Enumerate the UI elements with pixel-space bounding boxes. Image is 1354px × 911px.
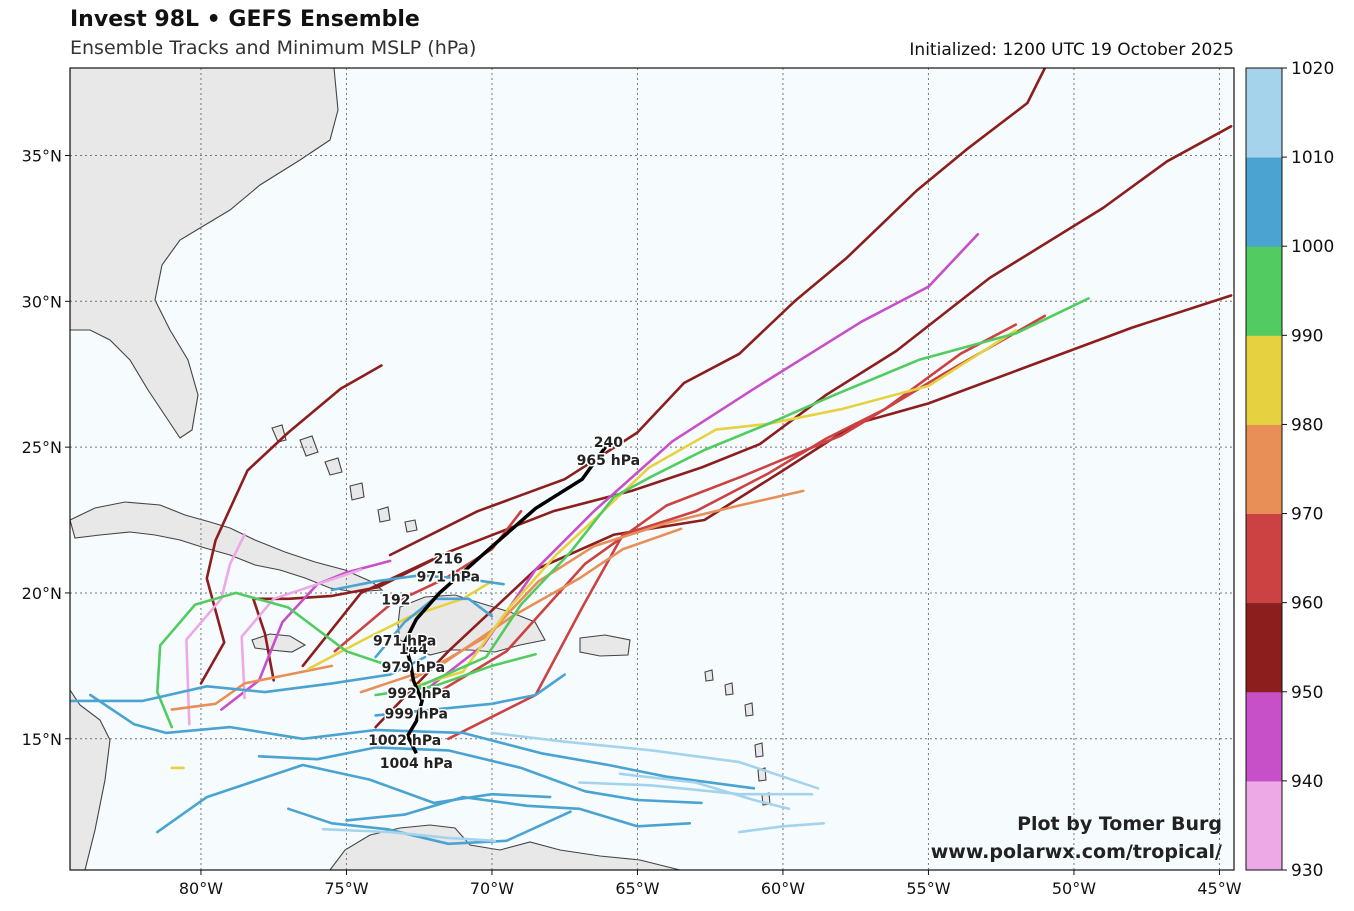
map-frame	[69, 67, 1235, 871]
ensemble-track-33	[321, 827, 497, 843]
mslp-label-4: 979 hPa	[382, 660, 445, 676]
lon-tick-label-6: 50°W	[1052, 879, 1096, 898]
ensemble-track-19	[374, 652, 537, 697]
track-labels: 1004 hPa 1002 hPa 999 hPa 992 hPa 144 979 hPa…	[367, 433, 642, 773]
colorbar-bin-930	[1246, 780, 1282, 871]
forecast-hour-label-8: 240	[594, 435, 623, 451]
ensemble-track-21	[70, 655, 427, 703]
lat-tick-label-1: 20°N	[22, 584, 62, 603]
colorbar-bin-950	[1246, 602, 1282, 693]
map-subtitle: Ensemble Tracks and Minimum MSLP (hPa)	[70, 37, 477, 59]
mslp-label-3: 992 hPa	[387, 686, 450, 702]
ensemble-track-4	[252, 550, 450, 682]
lon-tick-label-4: 60°W	[761, 879, 805, 898]
mslp-colorbar	[1245, 67, 1283, 871]
ocean-background	[70, 68, 1234, 870]
colorbar-bin-990	[1246, 246, 1282, 336]
lat-tick-label-0: 15°N	[22, 730, 62, 749]
lat-tick-label-2: 25°N	[22, 438, 62, 457]
ensemble-track-14	[170, 664, 334, 711]
ensemble-track-10	[446, 323, 1018, 741]
central-america-land	[70, 689, 111, 870]
ensemble-track-28	[330, 574, 505, 592]
lon-tick-label-0: 80°W	[179, 879, 223, 898]
colorbar-label-3: 960	[1291, 594, 1323, 614]
ensemble-mean-track	[402, 446, 607, 755]
credit-author: Plot by Tomer Burg	[1017, 813, 1222, 835]
colorbar-bin-960	[1246, 513, 1282, 604]
ensemble-track-7	[185, 533, 246, 726]
colorbar-label-2: 950	[1291, 683, 1323, 703]
forecast-hour-label-7: 216	[434, 551, 463, 567]
ensemble-track-3	[199, 364, 383, 685]
ensemble-track-18	[417, 297, 1090, 688]
ensemble-track-23	[257, 746, 703, 805]
colorbar-bin-940	[1246, 691, 1282, 782]
ensemble-track-8	[240, 568, 363, 700]
ensemble-track-6	[220, 559, 392, 711]
ensemble-track-24	[345, 795, 692, 828]
ensemble-track-26	[286, 807, 572, 846]
ensemble-track-32	[618, 772, 791, 811]
colorbar-label-1: 940	[1291, 772, 1323, 792]
colorbar-frame	[1245, 67, 1283, 871]
colorbar-labels: 930 940 950 960 970 980 990 1000 1010 1020	[1282, 59, 1334, 881]
map-title: Invest 98L • GEFS Ensemble	[70, 7, 420, 32]
forecast-hour-label-4: 144	[399, 642, 428, 658]
mslp-label-1: 1002 hPa	[368, 733, 441, 749]
mean-track-line	[402, 446, 607, 755]
ensemble-track-25	[156, 763, 552, 834]
cuba-land	[70, 501, 384, 593]
lon-tick-label-2: 70°W	[470, 879, 514, 898]
colorbar-bin-1010	[1246, 68, 1282, 158]
colorbar-label-9: 1020	[1291, 59, 1334, 79]
lon-tick-label-5: 55°W	[906, 879, 950, 898]
lat-tick-label-4: 35°N	[22, 146, 62, 165]
mslp-label-5: 971 hPa	[373, 634, 436, 650]
initialized-time: Initialized: 1200 UTC 19 October 2025	[909, 40, 1234, 60]
ensemble-track-0	[388, 68, 1047, 557]
ensemble-track-2	[374, 294, 1233, 729]
ensemble-track-20	[156, 591, 392, 729]
ensemble-track-15	[403, 329, 1018, 691]
ensemble-track-9	[432, 314, 1047, 697]
colorbar-bin-1000	[1246, 157, 1282, 247]
ensemble-track-27	[374, 673, 567, 717]
lat-tick-label-3: 30°N	[22, 292, 62, 311]
colorbar-label-5: 980	[1291, 415, 1323, 435]
mslp-label-2: 999 hPa	[385, 707, 448, 723]
latitude-ticks: 15°N 20°N 25°N 30°N 35°N	[22, 146, 70, 749]
colorbar-bin-970	[1246, 424, 1282, 515]
ensemble-track-34	[737, 821, 826, 834]
ensemble-track-31	[577, 781, 814, 796]
ensemble-track-12	[409, 489, 805, 682]
mslp-label-8: 965 hPa	[577, 453, 640, 469]
mslp-label-7: 971 hPa	[417, 569, 480, 585]
forecast-hour-label-6: 192	[381, 592, 410, 608]
credit-url: www.polarwx.com/tropical/	[931, 841, 1222, 863]
us-east-coast-land	[70, 68, 339, 439]
mslp-label-0: 1004 hPa	[380, 756, 453, 772]
ensemble-track-22	[89, 693, 756, 790]
lon-tick-label-1: 75°W	[324, 879, 368, 898]
colorbar-label-0: 930	[1291, 861, 1323, 881]
puerto-rico-land	[579, 634, 631, 657]
colorbar-label-7: 1000	[1291, 237, 1334, 257]
longitude-ticks: 80°W 75°W 70°W 65°W 60°W 55°W 50°W 45°W	[179, 870, 1242, 898]
colorbar-bin-980	[1246, 335, 1282, 425]
colorbar-label-8: 1010	[1291, 148, 1334, 168]
ensemble-track-30	[490, 731, 820, 790]
colorbar-label-4: 970	[1291, 505, 1323, 525]
colorbar-label-6: 990	[1291, 326, 1323, 346]
ensemble-track-13	[359, 527, 683, 694]
lon-tick-label-3: 65°W	[615, 879, 659, 898]
lon-tick-label-7: 45°W	[1197, 879, 1241, 898]
